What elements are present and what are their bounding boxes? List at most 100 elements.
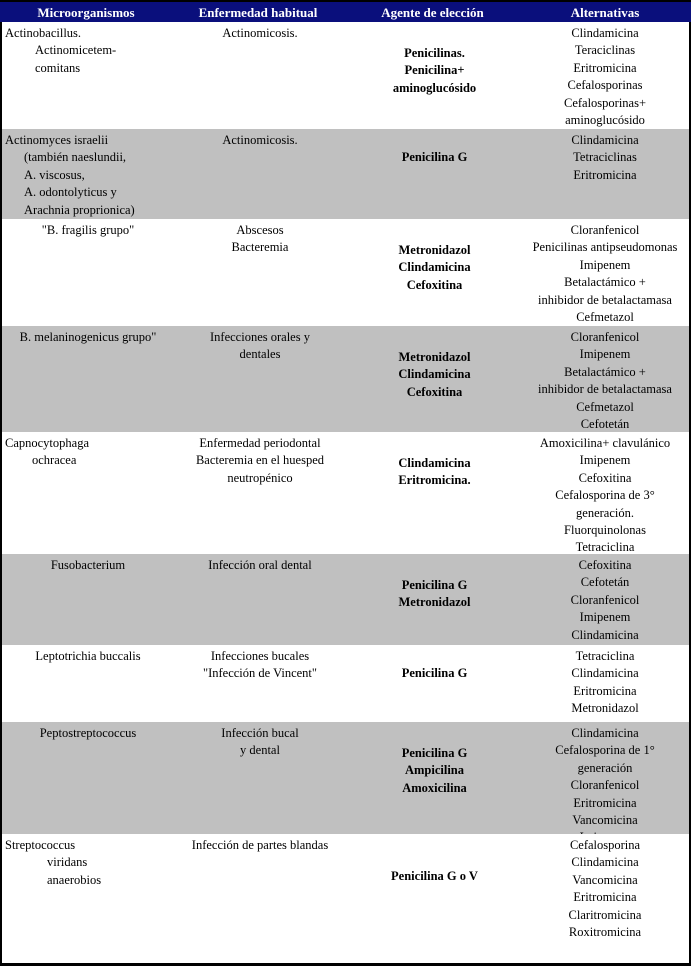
table-header: Microorganismos Enfermedad habitual Agen… bbox=[0, 0, 691, 22]
cell-line: Arachnia proprionica) bbox=[24, 202, 135, 217]
cell-line: Amoxicilina bbox=[402, 780, 467, 795]
cell-line: Infección bucal bbox=[221, 726, 299, 740]
cell-line: Cefoxitina bbox=[406, 384, 463, 399]
cell-line: Cefalosporinas+ bbox=[563, 95, 647, 110]
agent-cell: Penicilina G Metronidazol bbox=[347, 577, 522, 612]
cell-line: anaerobios bbox=[47, 872, 102, 887]
cell-line: viridans bbox=[47, 855, 88, 870]
cell-line: Cefalosporina de 3° bbox=[555, 488, 655, 503]
cell-line: aminoglucósido bbox=[392, 80, 477, 95]
header-agente: Agente de elección bbox=[381, 5, 484, 20]
agent-cell: Metronidazol Clindamicina Cefoxitina bbox=[347, 242, 522, 294]
table-row: Actinomyces israelii (también naeslundii,… bbox=[2, 129, 689, 219]
header-enfermedad: Enfermedad habitual bbox=[198, 5, 318, 20]
cell-line: Enfermedad periodontal bbox=[199, 436, 321, 450]
table-row: Leptotrichia buccalis Infecciones bucales… bbox=[2, 645, 689, 722]
alternatives-cell: Clindamicina Tetraciclinas Eritromicina bbox=[520, 132, 689, 184]
cell-line: Eritromicina bbox=[573, 795, 637, 810]
cell-line: "Infección de Vincent" bbox=[202, 666, 318, 681]
table-row: Capnocytophaga ochracea Enfermedad periodo… bbox=[2, 432, 689, 554]
disease-cell: Infección bucal y dental bbox=[174, 725, 346, 760]
cell-line: Actinomicetem- bbox=[35, 43, 117, 58]
cell-line: Metronidazol bbox=[571, 701, 639, 716]
cell-line: Actinomicosis. bbox=[222, 133, 298, 147]
cell-line: Penicilinas. bbox=[404, 46, 465, 60]
cell-line: generación bbox=[577, 760, 633, 775]
microorganism-cell: B. melaninogenicus grupo" bbox=[2, 329, 174, 346]
disease-cell: Infección de partes blandas bbox=[174, 837, 346, 854]
cell-line: Clindamicina bbox=[571, 627, 639, 642]
cell-line: Actinomicosis. bbox=[222, 26, 298, 40]
cell-line: Clindamicina bbox=[571, 133, 639, 147]
cell-line: Imipenem bbox=[579, 347, 631, 362]
cell-line: Cefalosporinas bbox=[567, 78, 643, 93]
disease-cell: Actinomicosis. bbox=[174, 132, 346, 149]
alternatives-cell: Cloranfenicol Penicilinas antipseudomonas… bbox=[520, 222, 689, 326]
table-row: Streptococcus viridans anaerobios Infección… bbox=[2, 834, 689, 963]
table-row: Fusobacterium Infección oral dental Penici… bbox=[2, 554, 689, 645]
cell-line: Clindamicina bbox=[571, 855, 639, 870]
cell-line: Clindamicina bbox=[571, 726, 639, 740]
cell-line: Cefmetazol bbox=[576, 399, 634, 414]
cell-line: Betalactámico + bbox=[564, 275, 646, 290]
microorganism-cell: Actinobacillus. Actinomicetem-comitans bbox=[2, 25, 174, 77]
cell-line: (también naeslundii, bbox=[24, 150, 127, 165]
cell-line: Cefoxitina bbox=[406, 277, 463, 292]
table-row: "B. fragilis grupo" Abscesos Bacteremia Met… bbox=[2, 219, 689, 326]
microorganism-cell: Capnocytophaga ochracea bbox=[2, 435, 174, 470]
cell-line: Eritromicina bbox=[573, 683, 637, 698]
cell-line: y dental bbox=[240, 743, 280, 758]
cell-line: A. viscosus, bbox=[24, 167, 85, 182]
agent-cell: Penicilina G o V bbox=[347, 868, 522, 885]
cell-line: Vancomicina bbox=[572, 872, 638, 887]
cell-line: Imipenem bbox=[520, 829, 689, 834]
cell-line: Claritromicina bbox=[568, 907, 642, 922]
header-microorganismos: Microorganismos bbox=[37, 5, 135, 20]
alternatives-cell: Cloranfenicol Imipenem Betalactámico + inhi… bbox=[520, 329, 689, 432]
cell-line: Eritromicina. bbox=[398, 473, 471, 488]
cell-line: ochracea bbox=[32, 453, 77, 468]
cell-line: Cefotetán bbox=[580, 575, 630, 590]
cell-line: Metronidazol bbox=[398, 350, 471, 364]
cell-line: Cefoxitina bbox=[578, 558, 632, 572]
cell-line: Tetraciclinas bbox=[573, 150, 637, 165]
cell-line: Infección de partes blandas bbox=[191, 838, 329, 852]
cell-line: Clindamicina bbox=[398, 260, 471, 275]
agent-cell: Metronidazol Clindamicina Cefoxitina bbox=[347, 349, 522, 401]
table-row: B. melaninogenicus grupo" Infecciones ora… bbox=[2, 326, 689, 432]
agent-cell: Clindamicina Eritromicina. bbox=[347, 455, 522, 490]
cell-line: Eritromicina bbox=[573, 167, 637, 182]
cell-line: Bacteremia bbox=[231, 240, 289, 255]
cell-line: Ampicilina bbox=[404, 763, 465, 778]
microorganism-cell: Actinomyces israelii (también naeslundii,… bbox=[2, 132, 174, 219]
alternatives-cell: Tetraciclina Clindamicina Eritromicina Metr… bbox=[520, 648, 689, 718]
cell-line: Cefoxitina bbox=[578, 470, 632, 485]
cell-line: Cloranfenicol bbox=[570, 330, 640, 344]
cell-line: Cefmetazol bbox=[576, 310, 634, 325]
disease-cell: Infección oral dental bbox=[174, 557, 346, 574]
disease-cell: Infecciones orales y dentales bbox=[174, 329, 346, 364]
microorganism-cell: Fusobacterium bbox=[2, 557, 174, 574]
cell-line: B. melaninogenicus grupo" bbox=[19, 330, 157, 344]
cell-line: Peptostreptococcus bbox=[39, 726, 137, 740]
cell-line: Actinomyces israelii bbox=[5, 133, 109, 147]
agent-cell: Penicilina G Ampicilina Amoxicilina bbox=[347, 745, 522, 797]
cell-line: Clindamicina bbox=[571, 26, 639, 40]
cell-line: generación. bbox=[576, 505, 634, 520]
cell-line: Tetraciclina bbox=[575, 540, 635, 554]
cell-line: Penicilina+ bbox=[404, 63, 465, 78]
disease-cell: Actinomicosis. bbox=[174, 25, 346, 42]
cell-line: inhibidor de betalactamasa bbox=[538, 382, 672, 397]
cell-line: A. odontolyticus y bbox=[24, 185, 117, 200]
agent-cell: Penicilina G bbox=[347, 665, 522, 682]
disease-cell: Infecciones bucales "Infección de Vincent… bbox=[174, 648, 346, 683]
alternatives-cell: Clindamicina Cefalosporina de 1° generació… bbox=[520, 725, 689, 834]
cell-line: Penicilina G bbox=[401, 150, 468, 164]
cell-line: Penicilinas antipseudomonas bbox=[532, 240, 678, 255]
cell-line: Eritromicina bbox=[573, 890, 637, 905]
alternatives-cell: Cefalosporina Clindamicina Vancomicina Erit… bbox=[520, 837, 689, 941]
cell-line: Leptotrichia buccalis bbox=[35, 649, 141, 663]
cell-line: Tetraciclina bbox=[575, 649, 635, 663]
cell-line: comitans bbox=[35, 60, 81, 75]
